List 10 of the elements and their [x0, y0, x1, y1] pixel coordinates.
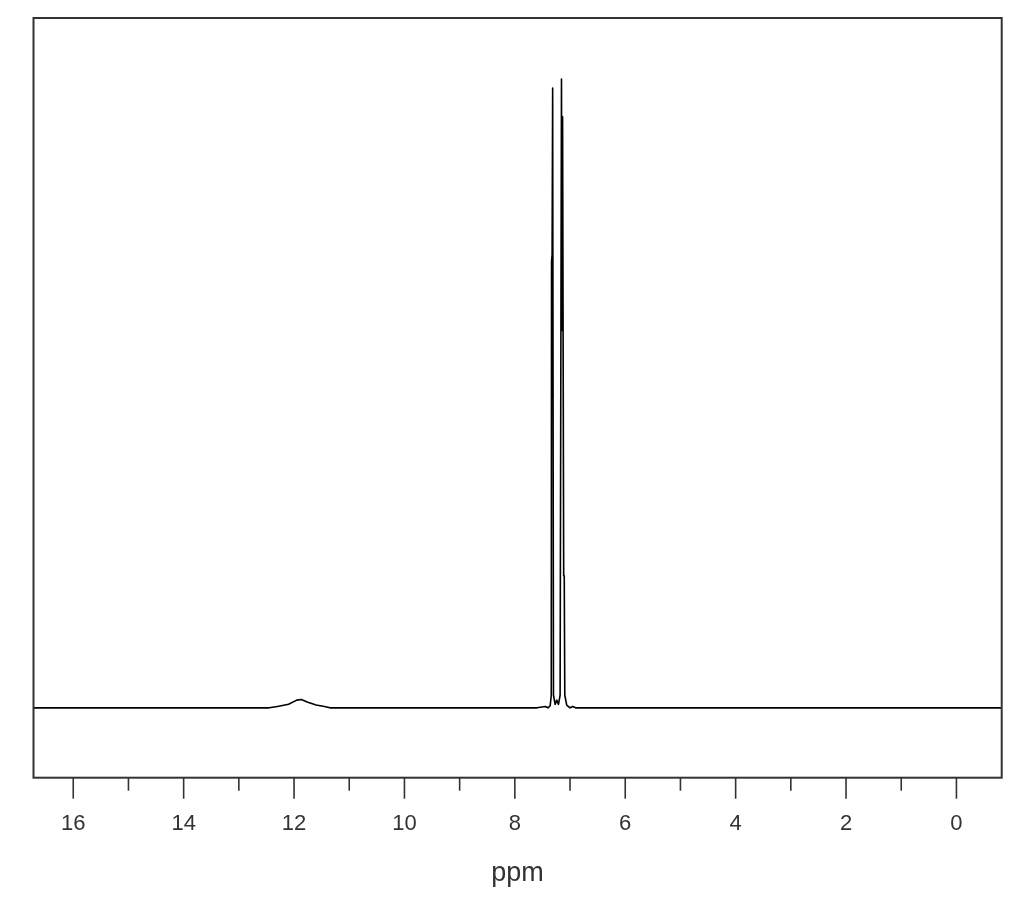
x-tick-label: 0 [950, 809, 963, 835]
x-tick-label: 8 [508, 809, 521, 835]
x-tick-label: 10 [392, 809, 417, 835]
x-tick-label: 16 [61, 809, 86, 835]
x-tick-label: 2 [839, 809, 853, 835]
x-axis-title: ppm [491, 856, 544, 887]
x-tick-label: 14 [171, 809, 196, 835]
x-tick-label: 12 [281, 809, 307, 835]
x-tick-label: 4 [729, 809, 742, 835]
x-tick-label: 6 [619, 809, 632, 835]
